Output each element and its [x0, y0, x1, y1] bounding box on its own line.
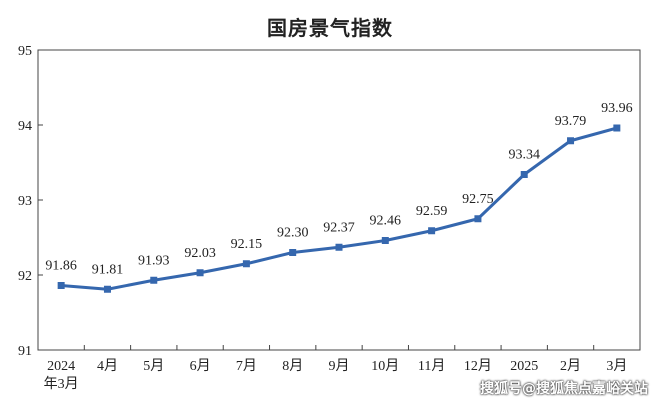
data-point-marker [428, 227, 436, 235]
x-tick-label: 3月 [606, 358, 627, 374]
data-point-marker [103, 285, 111, 293]
x-tick-label: 2024 年3月 [44, 359, 79, 392]
data-point-marker [57, 282, 65, 289]
x-tick-label: 2月 [560, 358, 581, 374]
data-label: 93.79 [555, 114, 587, 129]
x-tick-label: 10月 [371, 358, 399, 374]
data-label: 92.75 [462, 192, 494, 207]
data-label: 91.86 [45, 259, 77, 274]
data-label-layer: 91.86 91.81 91.93 92.03 92.15 92.30 92.37 92.46… [45, 101, 632, 277]
y-tick-label: 92 [18, 269, 32, 284]
watermark: 搜狐号@搜狐焦点嘉峪关站 [480, 381, 648, 397]
y-tick-label: 95 [18, 44, 32, 59]
data-label: 92.59 [416, 204, 448, 219]
x-tick-label: 9月 [329, 358, 350, 374]
y-tick-label: 93 [18, 194, 32, 209]
data-label: 92.30 [277, 226, 309, 241]
data-point-marker [242, 260, 250, 268]
data-point-marker [150, 276, 158, 284]
x-tick-label: 4月 [97, 358, 118, 374]
data-label: 91.93 [138, 253, 170, 268]
data-point-marker [196, 269, 204, 277]
y-tick-label: 94 [18, 119, 32, 134]
data-point-marker [520, 171, 528, 178]
data-label: 92.15 [231, 237, 263, 252]
x-tick-label: 5月 [143, 358, 164, 374]
data-point-marker [381, 237, 389, 244]
x-tick-label: 12月 [464, 358, 492, 374]
x-tick-label: 2025 [510, 359, 538, 374]
plot-frame [37, 49, 641, 351]
data-label: 92.46 [370, 214, 402, 229]
series-layer [57, 124, 621, 293]
axis-layer: 91 92 93 94 95 2024 年3月 4月 5月 6月 7月 8月 9月 10月 11月 12月 20… [18, 44, 641, 392]
x-tick-label: 6月 [190, 358, 211, 374]
data-point-marker [474, 215, 482, 223]
data-label: 92.03 [184, 246, 216, 261]
data-label: 92.37 [323, 220, 355, 235]
chart-title: 国房景气指数 [267, 16, 393, 40]
x-tick-label: 8月 [282, 358, 303, 374]
y-tick-label: 91 [18, 344, 32, 359]
x-tick-label: 7月 [236, 358, 257, 374]
data-point-marker [613, 124, 621, 132]
data-label: 91.81 [92, 262, 124, 277]
data-point-marker [567, 137, 575, 145]
data-point-marker [289, 249, 297, 256]
x-tick-label: 11月 [418, 358, 445, 374]
data-label: 93.96 [601, 101, 633, 116]
data-point-marker [335, 243, 343, 251]
data-label: 93.34 [508, 148, 540, 163]
